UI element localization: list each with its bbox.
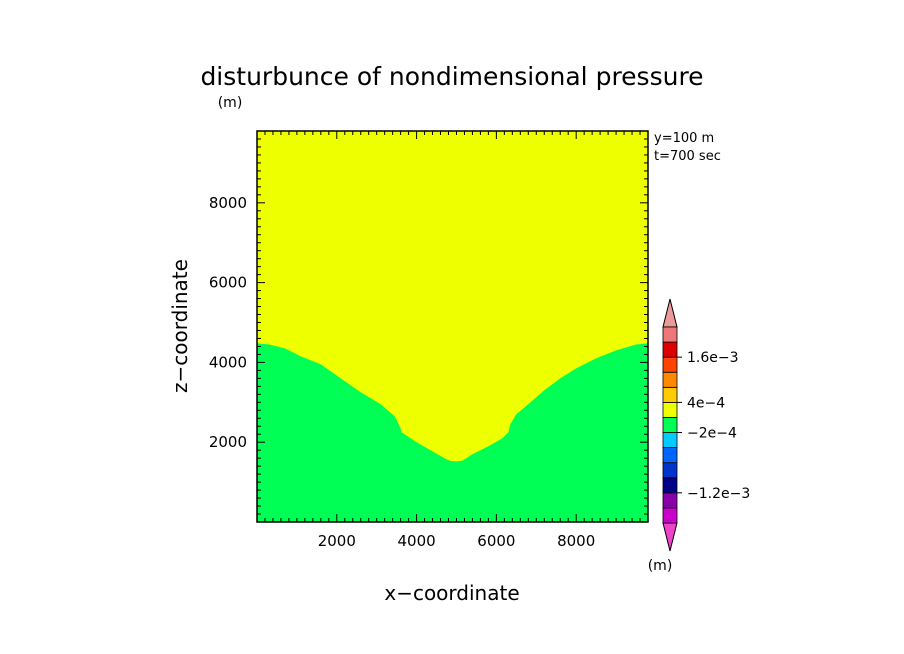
colorbar-level: [662, 432, 678, 449]
y-tick-label: 2000: [209, 433, 247, 451]
colorbar-label: −2e−4: [687, 426, 737, 442]
colorbar-label: 1.6e−3: [687, 350, 739, 366]
contour-region: [257, 343, 648, 522]
x-axis: 2000 4000 6000 8000: [264, 131, 641, 550]
x-axis-label: x−coordinate: [384, 581, 519, 605]
y-axis-label: z−coordinate: [168, 259, 192, 393]
plot-area: [256, 130, 649, 523]
colorbar-level: [662, 462, 678, 479]
colorbar-level: [662, 417, 678, 433]
colorbar-level: [662, 401, 678, 418]
colorbar-over-arrow: [662, 298, 678, 328]
colorbar-level: [662, 371, 678, 388]
annotation-y: y=100 m: [654, 131, 714, 146]
y-tick-label: 8000: [209, 194, 247, 212]
y-axis: 2000 4000 6000 8000: [209, 138, 648, 515]
y-tick-label: 6000: [209, 274, 247, 292]
colorbar-unit-label: (m): [648, 558, 673, 574]
colorbar: 1.6e−3 4e−4 −2e−4 −1.2e−3: [662, 298, 750, 552]
colorbar-level: [662, 447, 678, 464]
plot-frame: [256, 130, 649, 523]
colorbar-level: [662, 386, 678, 403]
x-tick-label: 8000: [557, 532, 595, 550]
colorbar-level: [662, 341, 678, 358]
colorbar-level: [662, 507, 678, 524]
colorbar-level: [662, 326, 678, 343]
x-tick-label: 6000: [477, 532, 515, 550]
colorbar-under-arrow: [662, 522, 678, 552]
x-tick-label: 2000: [318, 532, 356, 550]
colorbar-label: −1.2e−3: [687, 486, 750, 502]
colorbar-label: 4e−4: [687, 395, 725, 411]
annotation-t: t=700 sec: [654, 149, 721, 164]
y-unit-label: (m): [218, 95, 243, 111]
chart-title: disturbunce of nondimensional pressure: [200, 62, 703, 91]
colorbar-level: [662, 477, 678, 494]
colorbar-level: [662, 492, 678, 509]
x-tick-label: 4000: [397, 532, 435, 550]
colorbar-level: [662, 356, 678, 373]
y-tick-label: 4000: [209, 353, 247, 371]
